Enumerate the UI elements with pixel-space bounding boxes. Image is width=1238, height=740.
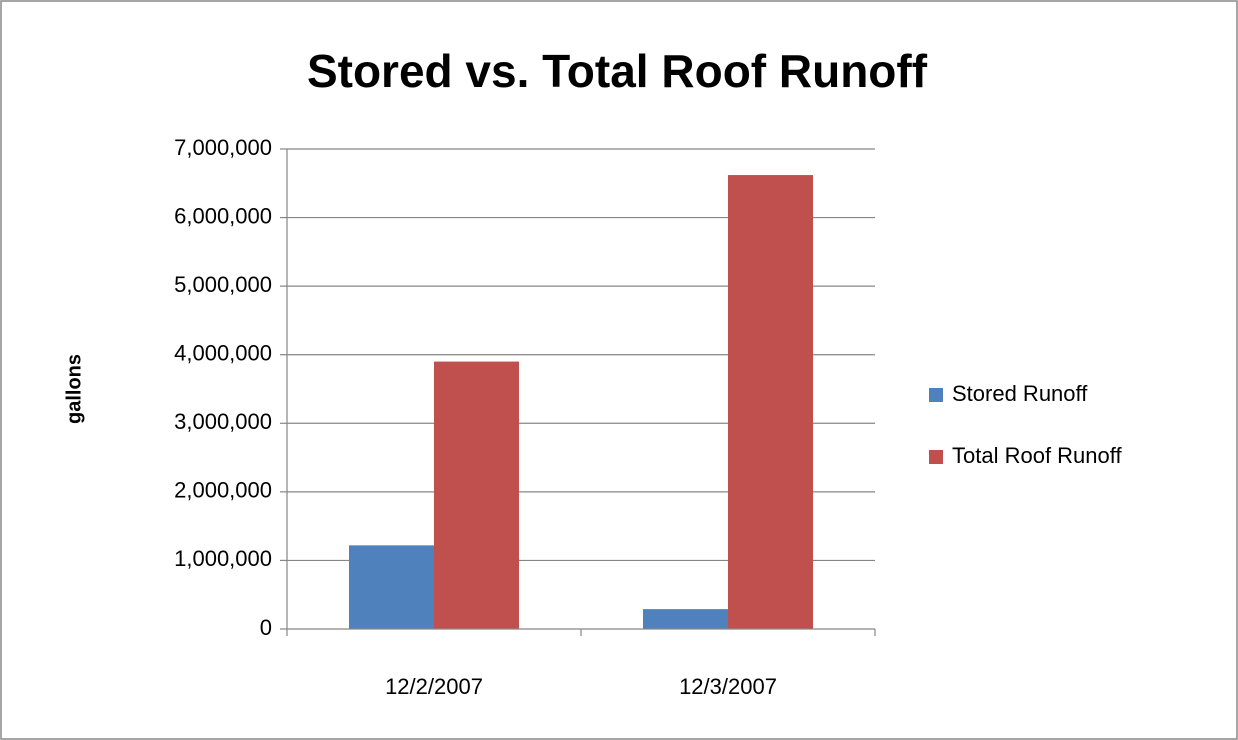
legend-swatch — [929, 450, 943, 464]
bar — [434, 361, 519, 629]
y-tick-label: 3,000,000 — [174, 409, 272, 434]
y-tick-label: 7,000,000 — [174, 135, 272, 160]
y-tick-label: 2,000,000 — [174, 478, 272, 503]
y-tick-label: 5,000,000 — [174, 272, 272, 297]
legend-label: Total Roof Runoff — [952, 443, 1122, 468]
chart-title: Stored vs. Total Roof Runoff — [307, 45, 928, 97]
x-tick-label: 12/3/2007 — [679, 674, 777, 699]
y-tick-label: 6,000,000 — [174, 203, 272, 228]
y-axis-label: gallons — [63, 354, 85, 424]
bar — [643, 609, 728, 629]
x-tick-label: 12/2/2007 — [385, 674, 483, 699]
y-tick-label: 1,000,000 — [174, 546, 272, 571]
legend-swatch — [929, 388, 943, 402]
legend-label: Stored Runoff — [952, 381, 1088, 406]
y-tick-label: 0 — [260, 615, 272, 640]
y-tick-label: 4,000,000 — [174, 341, 272, 366]
bar — [349, 545, 434, 629]
bar — [728, 175, 813, 630]
